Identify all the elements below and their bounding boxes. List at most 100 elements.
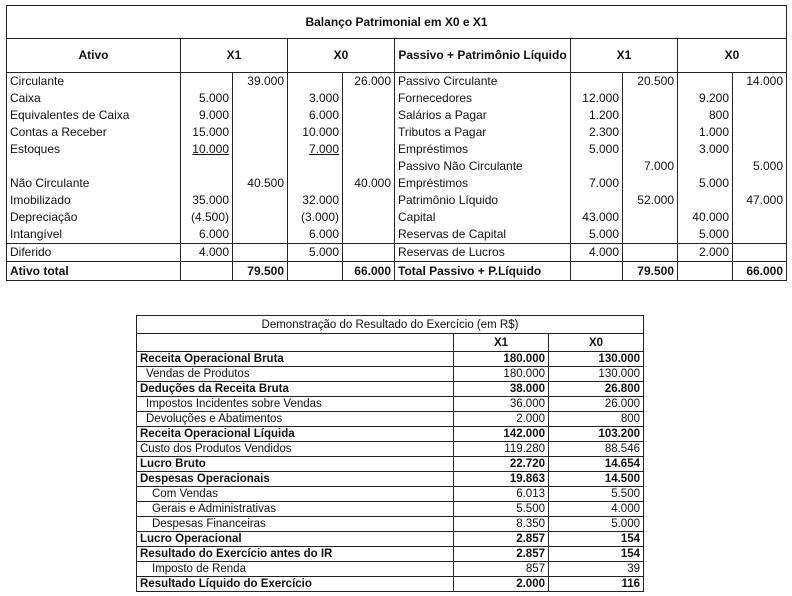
passivo-value: 5.000 <box>570 226 623 244</box>
dre-value-x1: 119.280 <box>453 441 549 457</box>
ativo-value <box>232 141 288 158</box>
passivo-value: 9.200 <box>677 90 733 107</box>
passivo-value: 43.000 <box>570 209 623 226</box>
passivo-value <box>731 141 788 158</box>
balanco-row: Ativo total 79.500 66.000 Total Passivo + P… <box>6 261 788 281</box>
dre-row: Vendas de Produtos 180.000 130.000 <box>136 366 644 382</box>
passivo-value <box>622 175 678 192</box>
dre-value-x1: 2.000 <box>453 411 549 427</box>
ativo-label: Equivalentes de Caixa <box>6 107 181 124</box>
cell-text: 5.000 <box>698 176 729 190</box>
passivo-value <box>677 158 733 175</box>
ativo-value <box>232 90 288 107</box>
passivo-label: Fornecedores <box>394 90 571 107</box>
cell-text: 20.500 <box>637 74 674 88</box>
dre-row: Impostos Incidentes sobre Vendas 36.000 26… <box>136 396 644 412</box>
ativo-value <box>342 209 395 226</box>
cell-text: Tributos a Pagar <box>398 125 487 139</box>
passivo-value: 5.000 <box>677 226 733 244</box>
cell-text: 79.500 <box>247 263 284 278</box>
cell-text: Depreciação <box>10 210 78 224</box>
ativo-value: 6.000 <box>287 107 343 124</box>
header-x1-right: X1 <box>570 38 678 73</box>
cell-text: 3.000 <box>308 91 339 105</box>
dre-value-x0: 154 <box>548 531 644 547</box>
passivo-value <box>622 226 678 244</box>
passivo-value <box>677 192 733 209</box>
dre-label: Custo dos Produtos Vendidos <box>136 441 454 457</box>
passivo-label: Total Passivo + P.Líquido <box>394 261 571 281</box>
ativo-value <box>287 72 343 90</box>
cell-text: 10.000 <box>302 125 339 139</box>
dre-row: Receita Operacional Líquida 142.000 103.20… <box>136 426 644 442</box>
cell-text: Fornecedores <box>398 91 473 105</box>
passivo-value: 79.500 <box>622 261 678 281</box>
passivo-label: Patrimônio Líquido <box>394 192 571 209</box>
cell-text: 40.000 <box>354 176 391 190</box>
passivo-value: 800 <box>677 107 733 124</box>
cell-text: Capital <box>398 210 436 224</box>
ativo-value: 10.000 <box>287 124 343 141</box>
dre-value-x0: 88.546 <box>548 441 644 457</box>
cell-text: Imobilizado <box>10 193 71 207</box>
ativo-value <box>232 192 288 209</box>
ativo-value: 5.000 <box>180 90 233 107</box>
cell-text: Total Passivo + P.Líquido <box>398 263 542 278</box>
cell-text: 40.500 <box>247 176 284 190</box>
ativo-label: Diferido <box>6 243 181 262</box>
cell-text: 2.000 <box>698 245 729 259</box>
cell-text: 52.000 <box>637 193 674 207</box>
header-ativo: Ativo <box>6 38 181 73</box>
balanco-row: Contas a Receber 15.000 10.000 Tributos a P… <box>6 124 788 141</box>
ativo-label: Circulante <box>6 72 181 90</box>
ativo-label: Intangível <box>6 226 181 244</box>
passivo-value: 3.000 <box>677 141 733 158</box>
ativo-value <box>232 124 288 141</box>
dre-label: Receita Operacional Líquida <box>136 426 454 442</box>
dre-label: Devoluções e Abatimentos <box>136 411 454 427</box>
ativo-value <box>342 90 395 107</box>
passivo-label: Reservas de Capital <box>394 226 571 244</box>
passivo-value: 5.000 <box>677 175 733 192</box>
dre-value-x0: 26.800 <box>548 381 644 397</box>
dre-label: Gerais e Administrativas <box>136 501 454 517</box>
balanco-row: Caixa 5.000 3.000 Fornecedores 12.000 9.200 <box>6 90 788 107</box>
ativo-value <box>342 107 395 124</box>
passivo-value <box>570 261 623 281</box>
cell-text: 6.000 <box>308 227 339 241</box>
ativo-value: 40.500 <box>232 175 288 192</box>
dre-row: Gerais e Administrativas 5.500 4.000 <box>136 501 644 517</box>
dre-header-blank <box>136 333 454 352</box>
dre-value-x1: 22.720 <box>453 456 549 472</box>
ativo-value: 6.000 <box>287 226 343 244</box>
dre-row: Receita Operacional Bruta 180.000 130.000 <box>136 351 644 367</box>
dre-value-x1: 8.350 <box>453 516 549 532</box>
ativo-value <box>342 226 395 244</box>
cell-text: Reservas de Lucros <box>398 245 505 259</box>
ativo-value: (4.500) <box>180 209 233 226</box>
dre-label: Despesas Operacionais <box>136 471 454 487</box>
passivo-value: 7.000 <box>570 175 623 192</box>
passivo-value <box>677 72 733 90</box>
cell-text: 5.000 <box>588 227 619 241</box>
cell-text: 7.000 <box>308 142 339 156</box>
ativo-label: Depreciação <box>6 209 181 226</box>
dre-value-x1: 2.000 <box>453 576 549 592</box>
passivo-value <box>731 209 788 226</box>
ativo-value <box>232 107 288 124</box>
ativo-value <box>232 158 288 175</box>
header-x1-left: X1 <box>180 38 288 73</box>
passivo-label: Reservas de Lucros <box>394 243 571 262</box>
ativo-value: 79.500 <box>232 261 288 281</box>
ativo-value <box>232 226 288 244</box>
passivo-value: 52.000 <box>622 192 678 209</box>
ativo-value: 66.000 <box>342 261 395 281</box>
dre-row: Lucro Operacional 2.857 154 <box>136 531 644 547</box>
cell-text: 6.000 <box>198 227 229 241</box>
passivo-label: Tributos a Pagar <box>394 124 571 141</box>
passivo-value: 40.000 <box>677 209 733 226</box>
dre-label: Vendas de Produtos <box>136 366 454 382</box>
ativo-value <box>180 261 233 281</box>
ativo-value: 32.000 <box>287 192 343 209</box>
balanco-row: Passivo Não Circulante 7.000 5.000 <box>6 158 788 175</box>
